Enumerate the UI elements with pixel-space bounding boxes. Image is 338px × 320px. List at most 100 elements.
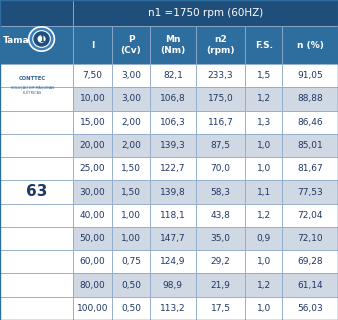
Bar	[245, 157, 282, 180]
Text: 106,8: 106,8	[160, 94, 186, 103]
Text: 30,00: 30,00	[80, 188, 105, 196]
Bar	[0, 26, 73, 64]
Text: 1: 1	[39, 35, 44, 44]
Text: 1,0: 1,0	[257, 304, 271, 313]
Text: n1 =1750 rpm (60HZ): n1 =1750 rpm (60HZ)	[148, 8, 263, 18]
Text: 80,00: 80,00	[80, 281, 105, 290]
Text: 1,50: 1,50	[121, 164, 141, 173]
Bar	[196, 87, 245, 110]
Text: 20,00: 20,00	[80, 141, 105, 150]
Bar	[113, 110, 150, 134]
Circle shape	[38, 35, 46, 43]
Bar	[282, 204, 338, 227]
Bar	[0, 134, 73, 157]
Text: 7,50: 7,50	[82, 71, 102, 80]
Text: 106,3: 106,3	[160, 118, 186, 127]
Circle shape	[33, 31, 50, 47]
Bar	[282, 250, 338, 274]
Bar	[282, 274, 338, 297]
Bar	[245, 26, 282, 64]
Bar	[245, 274, 282, 297]
Bar	[0, 227, 73, 250]
Text: 116,7: 116,7	[208, 118, 234, 127]
Bar	[196, 64, 245, 87]
Bar	[150, 297, 196, 320]
Text: 60,00: 60,00	[80, 257, 105, 266]
Text: 88,88: 88,88	[297, 94, 323, 103]
Text: F.S.: F.S.	[255, 41, 273, 50]
Text: 72,04: 72,04	[297, 211, 323, 220]
Bar	[0, 110, 73, 134]
Text: 69,28: 69,28	[297, 257, 323, 266]
Bar	[245, 204, 282, 227]
Bar	[0, 250, 73, 274]
Text: 1,50: 1,50	[121, 188, 141, 196]
Text: 81,67: 81,67	[297, 164, 323, 173]
Bar	[0, 274, 73, 297]
Bar	[113, 64, 150, 87]
Text: 15,00: 15,00	[80, 118, 105, 127]
Text: 0,50: 0,50	[121, 304, 141, 313]
Bar	[113, 274, 150, 297]
Bar	[282, 110, 338, 134]
Text: 63: 63	[26, 185, 47, 199]
Bar	[245, 87, 282, 110]
Bar	[150, 64, 196, 87]
Bar	[113, 180, 150, 204]
Bar	[150, 227, 196, 250]
Text: 21,9: 21,9	[211, 281, 231, 290]
Bar	[196, 110, 245, 134]
Text: 86,46: 86,46	[297, 118, 323, 127]
Text: 3,00: 3,00	[121, 71, 141, 80]
Bar	[0, 64, 73, 320]
Bar	[0, 87, 73, 110]
Bar	[113, 26, 150, 64]
Bar	[196, 227, 245, 250]
Bar	[113, 250, 150, 274]
Bar	[196, 297, 245, 320]
Bar	[282, 134, 338, 157]
Text: 113,2: 113,2	[160, 304, 186, 313]
Text: 29,2: 29,2	[211, 257, 231, 266]
Bar	[282, 157, 338, 180]
Text: 72,10: 72,10	[297, 234, 323, 243]
Text: 98,9: 98,9	[163, 281, 183, 290]
Bar	[73, 250, 113, 274]
Bar	[113, 227, 150, 250]
Bar	[73, 180, 113, 204]
Text: 85,01: 85,01	[297, 141, 323, 150]
Text: P
(Cv): P (Cv)	[121, 36, 141, 55]
Text: Tamar: Tamar	[3, 36, 34, 45]
Text: 91,05: 91,05	[297, 71, 323, 80]
Text: 1,0: 1,0	[257, 164, 271, 173]
Text: 0,50: 0,50	[121, 281, 141, 290]
Text: 100,00: 100,00	[77, 304, 108, 313]
Bar	[113, 157, 150, 180]
Text: 70,0: 70,0	[211, 164, 231, 173]
Bar	[150, 204, 196, 227]
Text: 147,7: 147,7	[160, 234, 186, 243]
Bar	[150, 250, 196, 274]
Text: n (%): n (%)	[297, 41, 323, 50]
Text: 233,3: 233,3	[208, 71, 234, 80]
Bar	[245, 110, 282, 134]
Text: 77,53: 77,53	[297, 188, 323, 196]
Text: 139,8: 139,8	[160, 188, 186, 196]
Bar	[0, 180, 73, 204]
Bar	[73, 274, 113, 297]
Text: 17,5: 17,5	[211, 304, 231, 313]
Text: 40,00: 40,00	[80, 211, 105, 220]
Bar	[113, 297, 150, 320]
Text: 1,00: 1,00	[121, 234, 141, 243]
Text: 1,3: 1,3	[257, 118, 271, 127]
Text: 2,00: 2,00	[121, 141, 141, 150]
Text: 2,00: 2,00	[121, 118, 141, 127]
Bar	[245, 64, 282, 87]
Text: 10,00: 10,00	[80, 94, 105, 103]
Bar	[0, 297, 73, 320]
Text: n2
(rpm): n2 (rpm)	[206, 36, 235, 55]
Bar	[282, 87, 338, 110]
Text: 1,0: 1,0	[257, 257, 271, 266]
Text: 124,9: 124,9	[160, 257, 186, 266]
Bar	[113, 204, 150, 227]
